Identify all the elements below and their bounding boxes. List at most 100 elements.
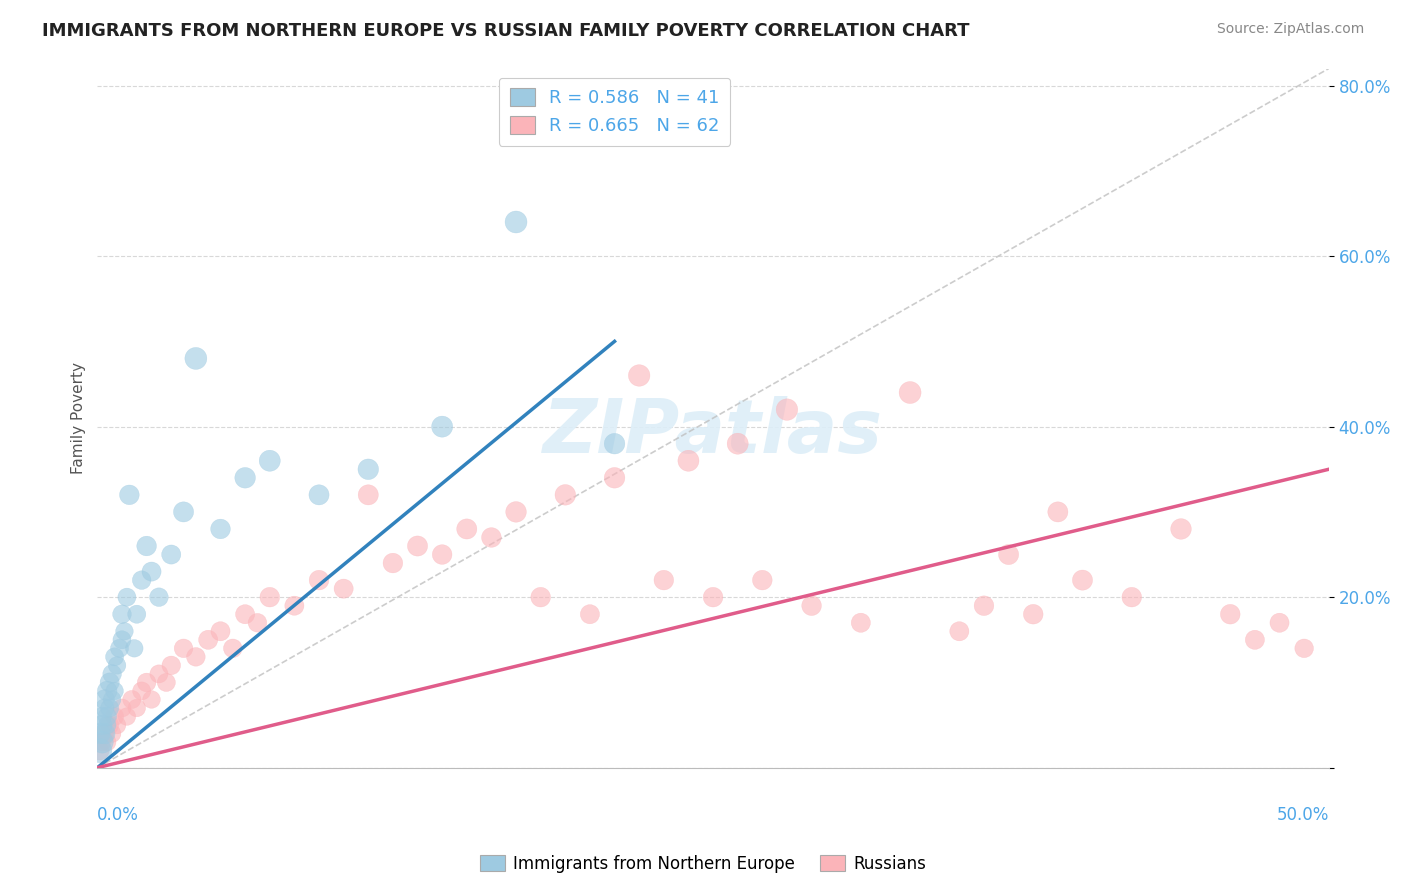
Point: [481, 531, 503, 545]
Point: [141, 565, 163, 579]
Point: [184, 649, 207, 664]
Point: [554, 488, 576, 502]
Point: [93, 726, 115, 740]
Point: [222, 641, 245, 656]
Text: IMMIGRANTS FROM NORTHERN EUROPE VS RUSSIAN FAMILY POVERTY CORRELATION CHART: IMMIGRANTS FROM NORTHERN EUROPE VS RUSSI…: [42, 22, 970, 40]
Point: [678, 454, 700, 468]
Point: [98, 718, 121, 732]
Point: [91, 718, 114, 732]
Point: [406, 539, 429, 553]
Point: [209, 522, 232, 536]
Point: [800, 599, 823, 613]
Point: [530, 590, 553, 604]
Point: [259, 590, 281, 604]
Point: [997, 548, 1019, 562]
Point: [105, 718, 128, 732]
Point: [160, 548, 183, 562]
Point: [98, 701, 121, 715]
Point: [160, 658, 183, 673]
Point: [93, 726, 115, 740]
Point: [357, 462, 380, 476]
Point: [111, 607, 134, 622]
Point: [603, 471, 626, 485]
Point: [148, 590, 170, 604]
Point: [579, 607, 602, 622]
Point: [505, 215, 527, 229]
Point: [105, 658, 128, 673]
Point: [155, 675, 177, 690]
Point: [118, 488, 141, 502]
Point: [121, 692, 143, 706]
Point: [1294, 641, 1316, 656]
Point: [603, 436, 626, 450]
Text: 0.0%: 0.0%: [97, 806, 139, 824]
Point: [652, 573, 675, 587]
Point: [114, 624, 136, 639]
Point: [973, 599, 995, 613]
Point: [148, 667, 170, 681]
Point: [173, 641, 195, 656]
Point: [104, 709, 127, 723]
Legend: Immigrants from Northern Europe, Russians: Immigrants from Northern Europe, Russian…: [474, 848, 932, 880]
Point: [111, 632, 134, 647]
Point: [1244, 632, 1267, 647]
Point: [93, 701, 115, 715]
Point: [776, 402, 799, 417]
Point: [702, 590, 724, 604]
Point: [135, 539, 157, 553]
Point: [104, 684, 127, 698]
Point: [108, 641, 131, 656]
Point: [101, 667, 124, 681]
Y-axis label: Family Poverty: Family Poverty: [72, 362, 86, 475]
Point: [308, 488, 330, 502]
Point: [89, 744, 111, 758]
Point: [184, 351, 207, 366]
Point: [115, 590, 138, 604]
Point: [1022, 607, 1045, 622]
Point: [381, 556, 404, 570]
Point: [259, 454, 281, 468]
Point: [1071, 573, 1094, 587]
Point: [456, 522, 478, 536]
Point: [283, 599, 305, 613]
Point: [1121, 590, 1143, 604]
Point: [173, 505, 195, 519]
Point: [96, 709, 118, 723]
Point: [91, 735, 114, 749]
Point: [91, 735, 114, 749]
Point: [1268, 615, 1291, 630]
Point: [91, 709, 114, 723]
Point: [308, 573, 330, 587]
Point: [751, 573, 773, 587]
Point: [131, 573, 153, 587]
Point: [135, 675, 157, 690]
Point: [233, 607, 256, 622]
Point: [96, 718, 118, 732]
Point: [125, 607, 148, 622]
Point: [1170, 522, 1192, 536]
Point: [125, 701, 148, 715]
Point: [104, 649, 127, 664]
Point: [430, 419, 453, 434]
Point: [93, 692, 115, 706]
Text: ZIPatlas: ZIPatlas: [543, 395, 883, 468]
Point: [332, 582, 354, 596]
Point: [357, 488, 380, 502]
Point: [131, 684, 153, 698]
Point: [124, 641, 146, 656]
Point: [96, 684, 118, 698]
Point: [89, 744, 111, 758]
Point: [209, 624, 232, 639]
Point: [233, 471, 256, 485]
Point: [101, 692, 124, 706]
Point: [96, 735, 118, 749]
Point: [727, 436, 749, 450]
Point: [141, 692, 163, 706]
Point: [101, 726, 124, 740]
Point: [1219, 607, 1241, 622]
Point: [505, 505, 527, 519]
Point: [849, 615, 872, 630]
Legend: R = 0.586   N = 41, R = 0.665   N = 62: R = 0.586 N = 41, R = 0.665 N = 62: [499, 78, 731, 146]
Point: [628, 368, 651, 383]
Point: [246, 615, 269, 630]
